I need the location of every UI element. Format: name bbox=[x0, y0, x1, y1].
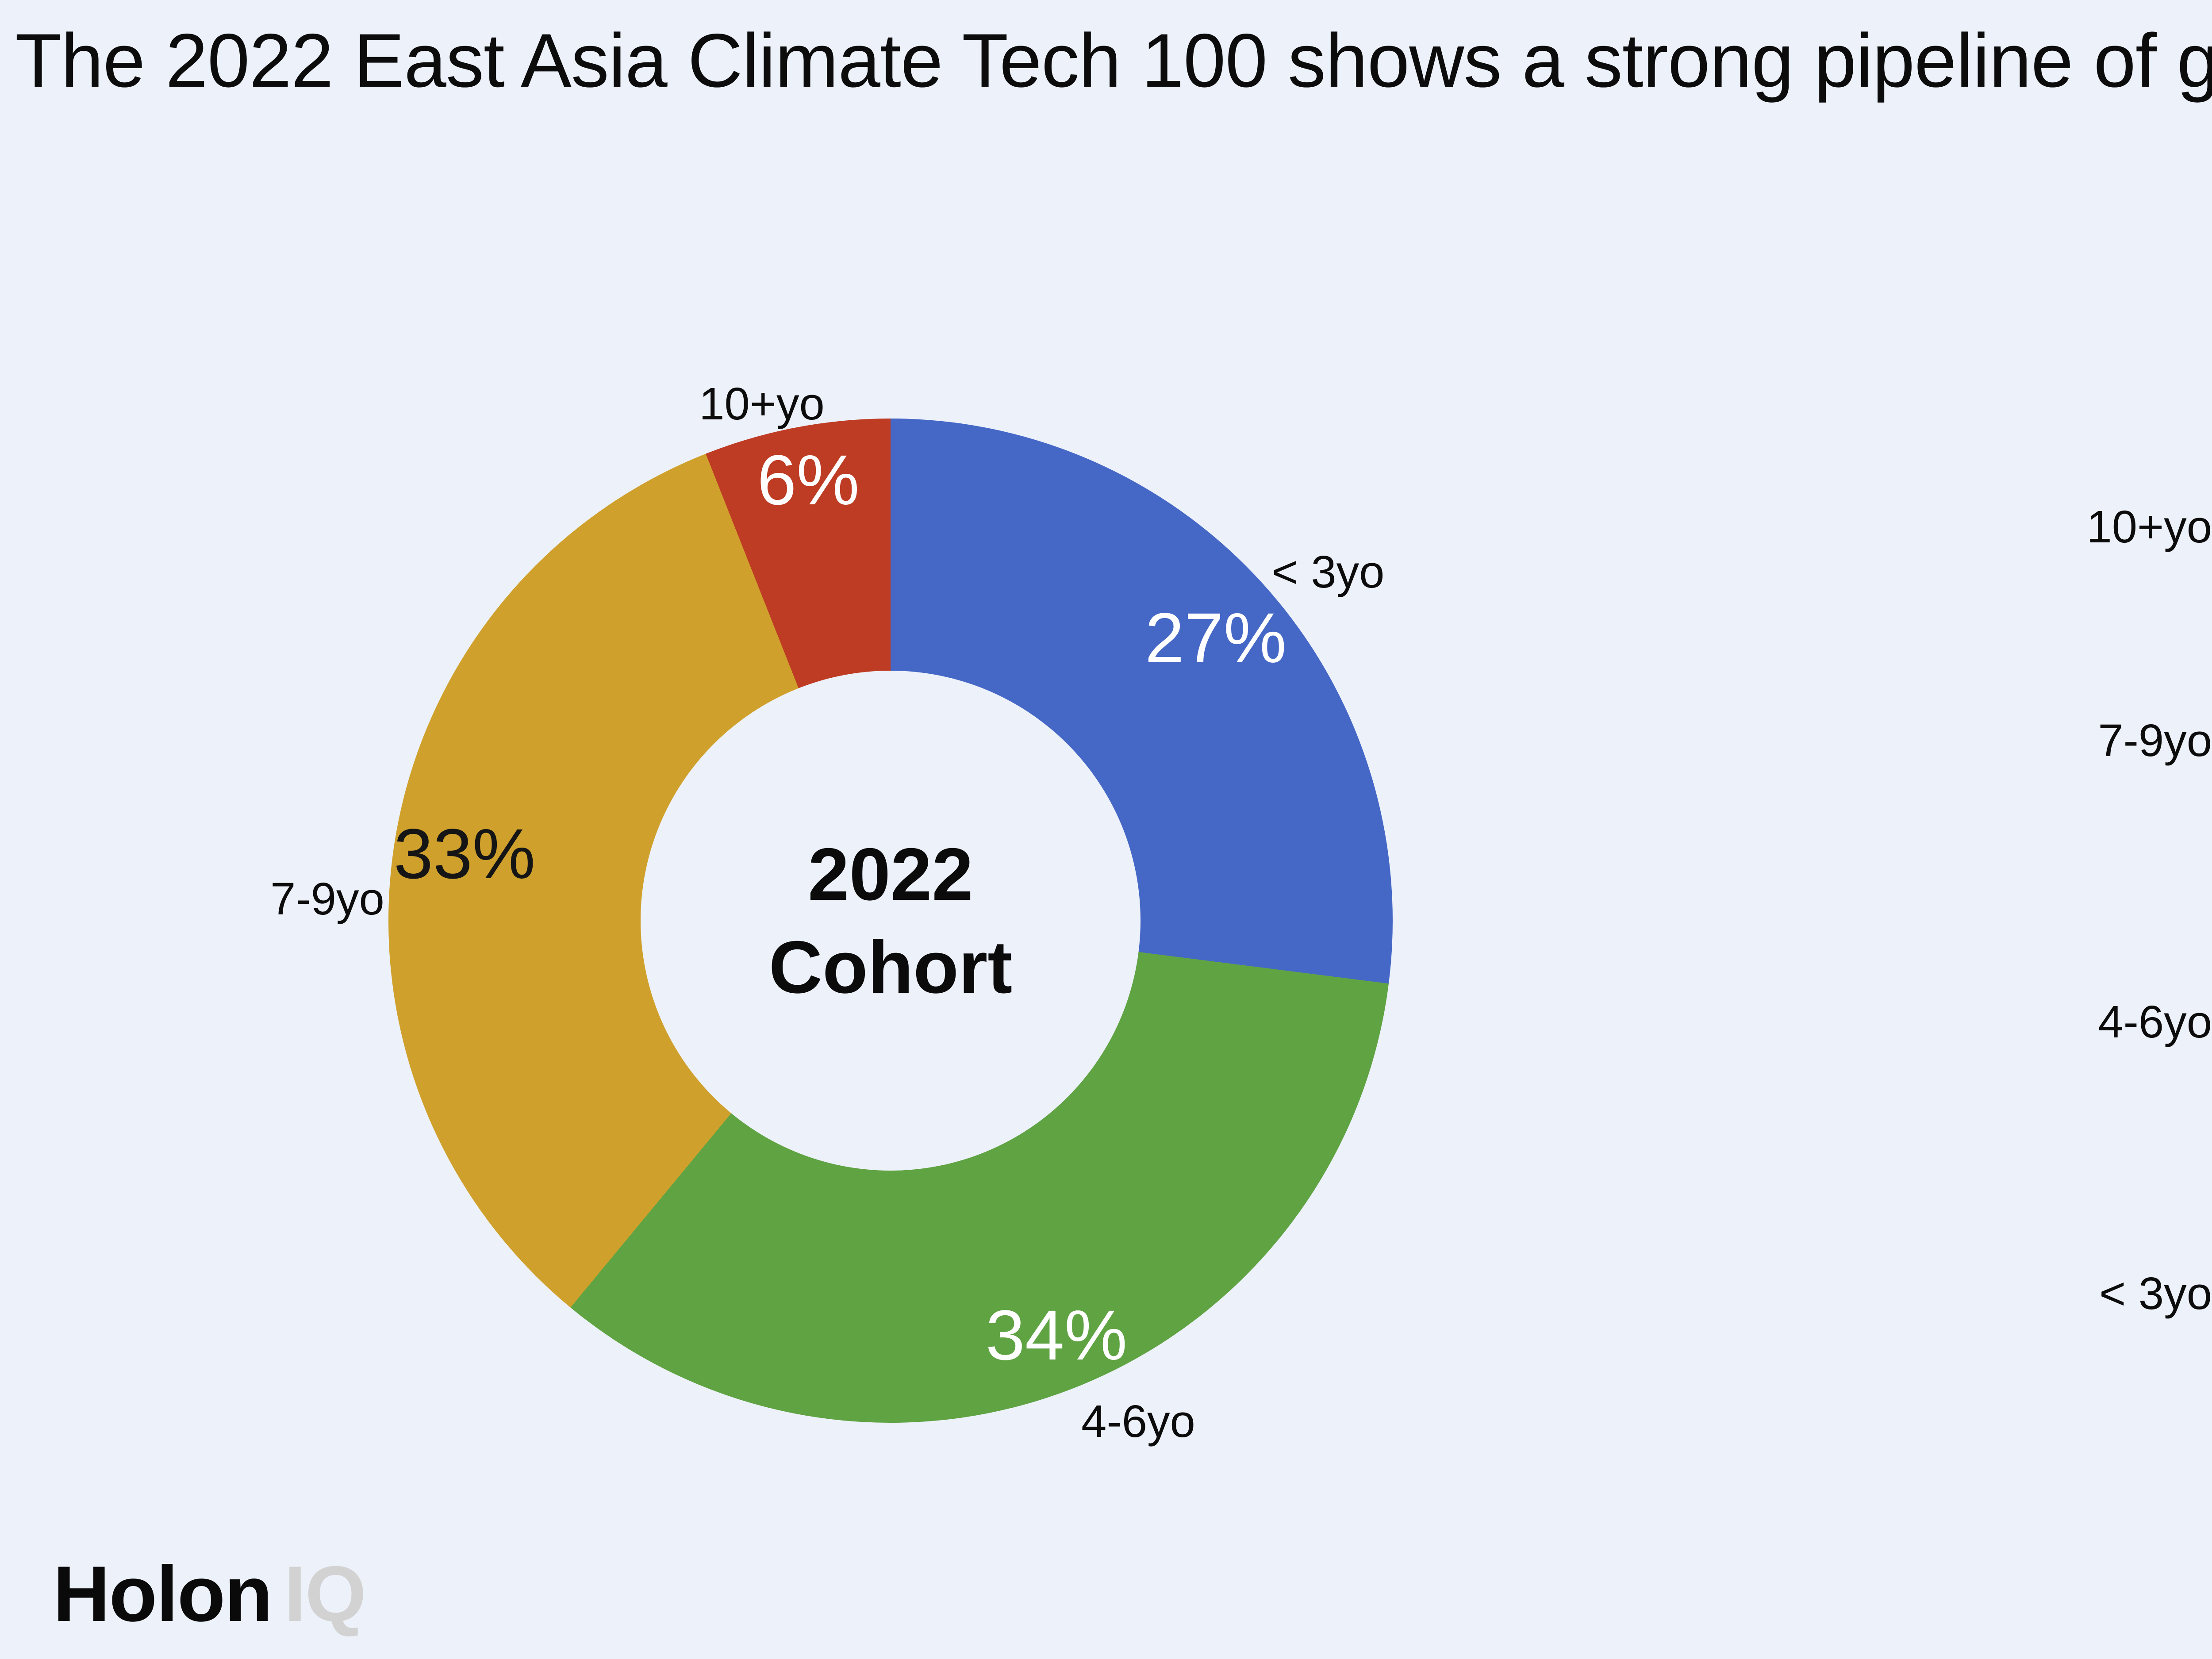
bar-row-label-10plus: 10+yo bbox=[2086, 501, 2212, 553]
bar-row-label-4-6: 4-6yo bbox=[2098, 996, 2212, 1047]
donut-center-word: Cohort bbox=[768, 926, 1013, 1009]
donut-center-label: 2022 Cohort bbox=[388, 419, 1393, 1423]
bar-row-label-7-9: 7-9yo bbox=[2098, 714, 2212, 766]
logo-text-iq: IQ bbox=[284, 1550, 366, 1638]
donut-category-label-10plus: 10+yo bbox=[699, 378, 825, 429]
donut-hole bbox=[641, 671, 1141, 1171]
donut-value-10plus: 6% bbox=[757, 440, 860, 519]
donut-category-label-7-9: 7-9yo bbox=[270, 873, 384, 924]
bar-row-label-lt3: < 3yo bbox=[2099, 1267, 2212, 1319]
donut-chart-2022-cohort: 2022 Cohort bbox=[388, 419, 1393, 1423]
donut-value-7-9: 33% bbox=[393, 814, 536, 893]
donut-center-year: 2022 bbox=[808, 833, 973, 916]
donut-category-label-lt3: < 3yo bbox=[1271, 546, 1385, 597]
donut-category-label-4-6: 4-6yo bbox=[1081, 1396, 1195, 1447]
holoniq-logo: Holon IQ bbox=[53, 1548, 366, 1639]
page-title: The 2022 East Asia Climate Tech 100 show… bbox=[15, 18, 2212, 103]
donut-value-4-6: 34% bbox=[985, 1295, 1128, 1375]
donut-value-lt3: 27% bbox=[1144, 598, 1287, 677]
logo-text-holon: Holon bbox=[53, 1550, 273, 1638]
